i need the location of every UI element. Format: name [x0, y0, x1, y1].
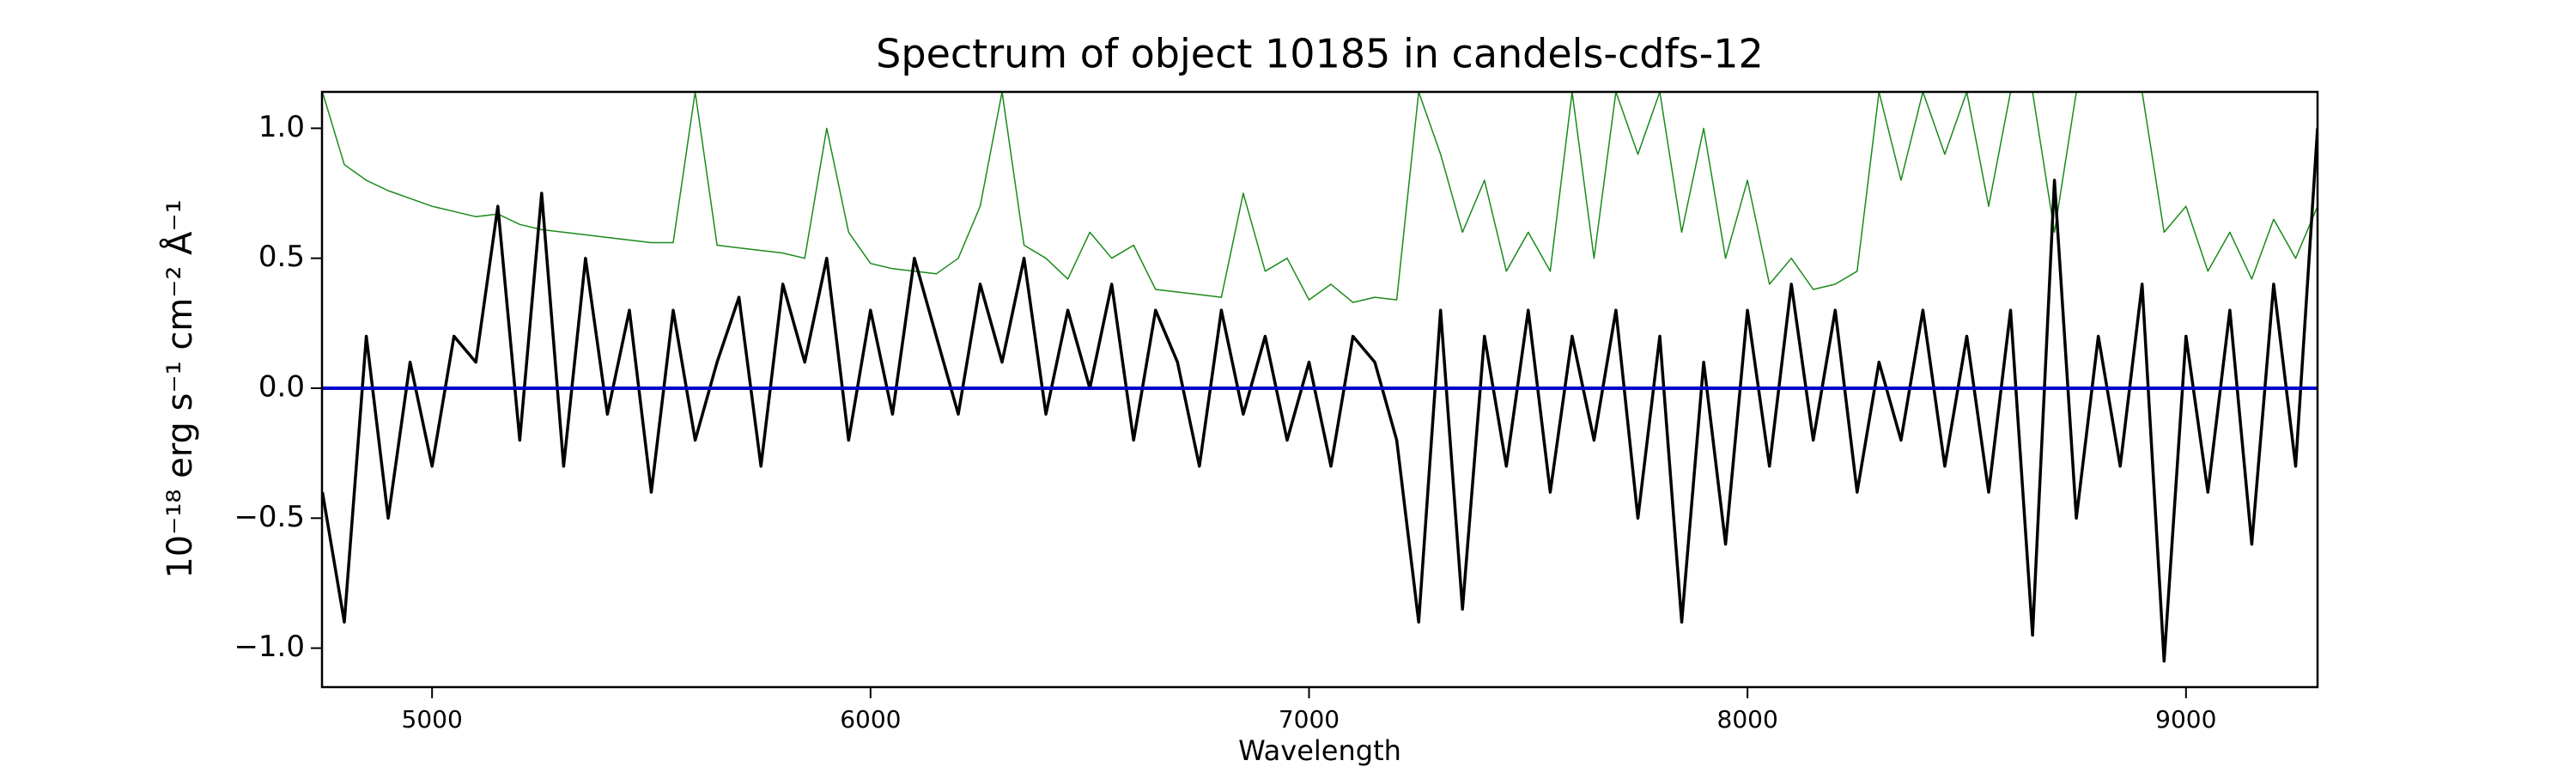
spectrum-line	[322, 92, 2318, 303]
y-tick-label: −0.5	[234, 500, 305, 534]
chart-title: Spectrum of object 10185 in candels-cdfs…	[876, 31, 1764, 77]
y-axis-label: 10⁻¹⁸ erg s⁻¹ cm⁻² Å⁻¹	[159, 199, 200, 578]
x-tick-label: 7000	[1279, 705, 1340, 733]
x-axis-label: Wavelength	[1238, 734, 1401, 767]
y-tick-label: 0.5	[258, 240, 305, 274]
y-tick-label: 0.0	[258, 369, 305, 404]
x-tick-label: 5000	[402, 705, 463, 733]
x-tick-label: 8000	[1717, 705, 1778, 733]
plot-frame	[320, 90, 2319, 689]
y-tick-label: 1.0	[258, 110, 305, 144]
y-tick-label: −1.0	[234, 630, 305, 664]
spectrum-line	[322, 128, 2318, 663]
x-tick-label: 9000	[2155, 705, 2216, 733]
plot-area	[322, 92, 2318, 663]
x-tick-label: 6000	[840, 705, 901, 733]
